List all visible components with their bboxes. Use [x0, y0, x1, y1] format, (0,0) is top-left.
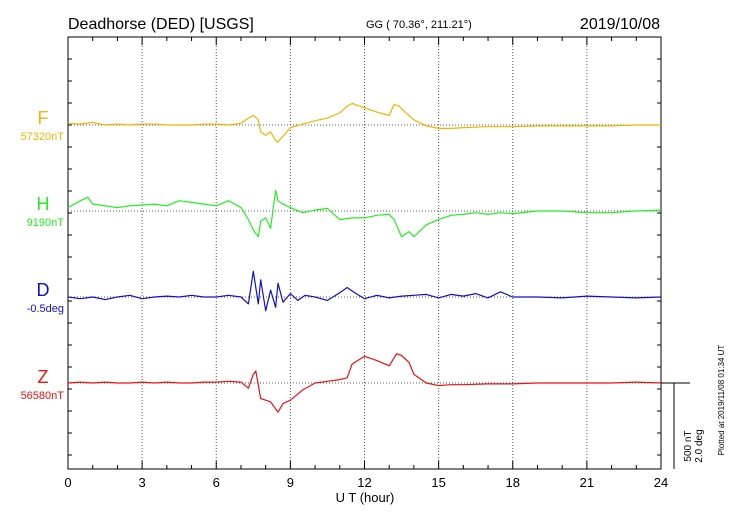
scale-bar-deg: 2.0 deg	[694, 429, 705, 462]
x-tick-label: 9	[287, 475, 294, 490]
series-name-d: D	[37, 280, 50, 300]
x-tick-label: 21	[580, 475, 594, 490]
coords-label: GG ( 70.36°, 211.21°)	[366, 19, 472, 31]
scale-bar: 500 nT 2.0 deg	[661, 382, 705, 469]
series-label-layer: F 57320nT H 9190nT D -0.5deg Z 56580nT	[21, 108, 65, 402]
series-line-d	[67, 270, 662, 312]
scale-bar-nt: 500 nT	[683, 430, 694, 461]
station-title: Deadhorse (DED) [USGS]	[68, 16, 254, 33]
series-baseline-z: 56580nT	[21, 390, 65, 402]
date-label: 2019/10/08	[580, 16, 660, 33]
series-line-f	[67, 102, 661, 143]
plotted-note: Plotted at 2019/11/08 01:34 UT	[717, 345, 726, 456]
x-tick-label: 24	[654, 475, 668, 490]
x-tick-label: 15	[431, 475, 445, 490]
series-name-z: Z	[38, 367, 49, 387]
series-name-f: F	[38, 108, 49, 128]
series-layer	[67, 102, 662, 413]
x-tick-label: 6	[213, 475, 220, 490]
series-line-z	[67, 353, 662, 413]
series-baseline-d: -0.5deg	[27, 303, 64, 315]
series-baseline-h: 9190nT	[27, 217, 65, 229]
x-tick-label: 12	[357, 475, 371, 490]
x-axis: 0 3 6 9 12 15 18 21 24	[64, 37, 668, 490]
grid-layer	[68, 37, 661, 469]
series-line-h	[67, 189, 662, 238]
x-tick-label: 18	[506, 475, 520, 490]
x-tick-label: 0	[64, 475, 71, 490]
x-tick-label: 3	[139, 475, 146, 490]
series-baseline-f: 57320nT	[21, 131, 65, 143]
x-axis-label: U T (hour)	[336, 490, 395, 505]
series-name-h: H	[37, 194, 50, 214]
